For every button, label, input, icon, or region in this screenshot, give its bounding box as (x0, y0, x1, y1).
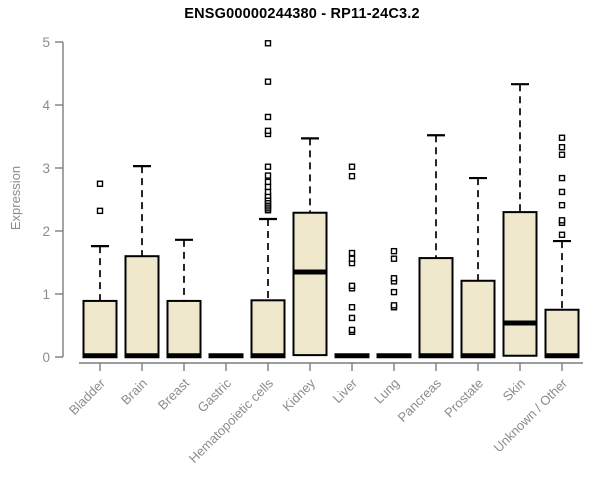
outlier-point (558, 134, 566, 141)
outlier-point (348, 282, 356, 290)
chart-title: ENSG00000244380 - RP11-24C3.2 (184, 6, 420, 22)
outlier-point (96, 207, 104, 215)
x-tick-label: Brain (118, 376, 150, 408)
outlier-point (558, 201, 566, 209)
outlier-point (348, 304, 356, 311)
outlier-point (558, 217, 566, 224)
outlier-point (264, 163, 272, 170)
outlier-point (558, 144, 566, 151)
x-tick-label: Bladder (66, 375, 109, 418)
outlier-point (264, 113, 272, 121)
outlier-point (264, 127, 272, 135)
box-hematopoietic-cells (250, 299, 286, 358)
x-tick-label: Prostate (441, 376, 486, 421)
box-brain (124, 255, 160, 359)
outlier-point (264, 172, 272, 179)
outlier-point (390, 288, 398, 296)
outlier-point (390, 275, 398, 282)
outlier-point (348, 172, 356, 180)
outlier-point (558, 231, 566, 238)
outlier-point (348, 249, 356, 257)
y-tick-label: 1 (42, 287, 50, 302)
outlier-point (264, 178, 272, 186)
box-prostate (460, 279, 496, 358)
x-tick-label: Skin (500, 376, 528, 404)
outlier-point (264, 188, 272, 196)
outlier-point (96, 180, 104, 187)
outlier-point (348, 326, 356, 334)
x-tick-label: Gastric (194, 375, 234, 415)
box-breast (166, 299, 202, 358)
box-kidney (292, 211, 328, 357)
outlier-point (558, 174, 566, 182)
y-tick-label: 4 (42, 98, 50, 113)
outlier-point (264, 40, 272, 47)
x-tick-label: Liver (330, 375, 361, 406)
x-tick-label: Lung (371, 376, 402, 407)
box-bladder (82, 299, 118, 358)
outlier-point (264, 183, 272, 191)
outlier-point (348, 314, 356, 322)
x-tick-label: Unknown / Other (491, 375, 571, 455)
outlier-point (558, 188, 566, 196)
box-skin (502, 211, 538, 357)
x-tick-label: Kidney (279, 375, 318, 414)
y-tick-label: 3 (42, 161, 50, 176)
box-unknown-other (544, 308, 580, 358)
outlier-point (348, 163, 356, 170)
outlier-point (390, 247, 398, 255)
outlier-point (390, 302, 398, 309)
box-pancreas (418, 257, 454, 358)
outlier-point (264, 78, 272, 85)
outlier-point (390, 255, 398, 262)
y-tick-label: 2 (42, 224, 50, 239)
y-tick-label: 0 (42, 350, 50, 365)
y-tick-label: 5 (42, 35, 50, 50)
outlier-point (348, 255, 356, 262)
x-tick-label: Pancreas (395, 375, 445, 425)
outlier-point (558, 151, 566, 158)
x-tick-label: Breast (155, 375, 192, 412)
